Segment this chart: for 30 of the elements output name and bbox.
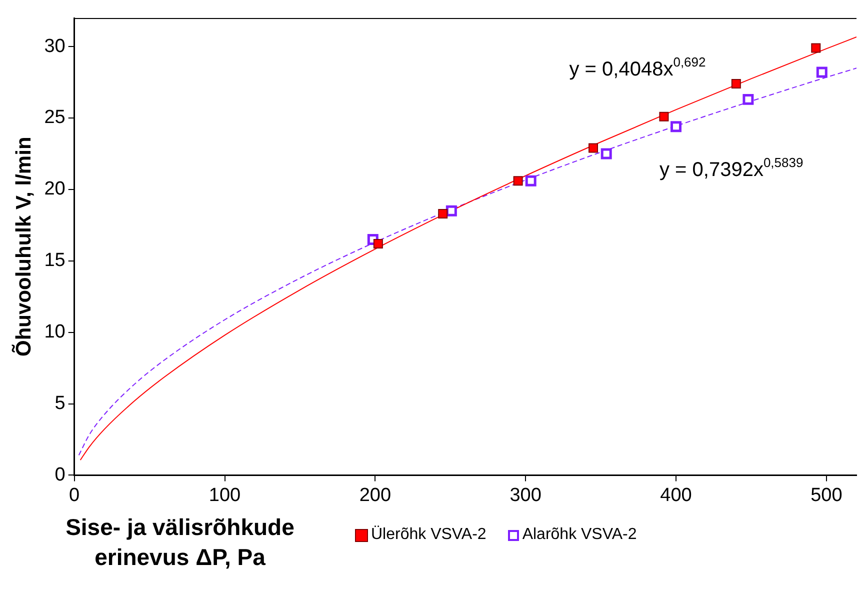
- x-axis-title: Sise- ja välisrõhkude erinevus ΔP, Pa: [64, 513, 296, 572]
- point: [513, 176, 523, 186]
- y-tick-label: 10: [44, 322, 66, 343]
- legend-label: Alarõhk VSVA-2: [522, 526, 637, 544]
- y-tick-label: 15: [44, 250, 66, 272]
- x-tick-label: 100: [208, 484, 241, 506]
- y-tick-label: 5: [54, 392, 66, 414]
- point: [811, 43, 821, 53]
- point: [670, 121, 682, 132]
- y-tick-label: 0: [54, 464, 66, 486]
- x-tick-label: 300: [510, 484, 542, 506]
- point: [816, 66, 828, 78]
- x-tick-label: 200: [359, 484, 392, 506]
- x-tick-label: 400: [660, 484, 692, 506]
- point: [600, 148, 612, 160]
- x-tick-label: 500: [810, 484, 842, 506]
- point: [446, 205, 457, 216]
- point: [659, 112, 669, 122]
- point: [742, 94, 754, 105]
- y-tick-label: 20: [44, 178, 66, 200]
- point: [438, 208, 448, 218]
- x-tick-label: 0: [69, 484, 80, 506]
- y-tick-label: 25: [44, 107, 66, 128]
- point: [731, 78, 741, 88]
- y-tick-label: 30: [44, 36, 66, 57]
- point: [373, 239, 383, 248]
- point: [588, 143, 598, 153]
- y-axis-title: Õhuvooluhulk V, l/min: [11, 136, 36, 356]
- legend-label: Ülerõhk VSVA-2: [371, 526, 486, 544]
- point: [525, 175, 536, 186]
